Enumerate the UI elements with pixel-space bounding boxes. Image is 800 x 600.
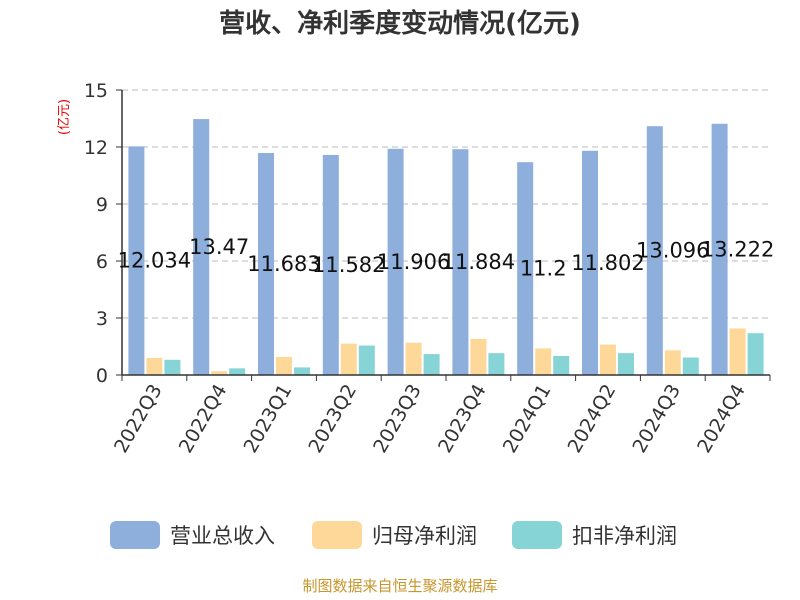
legend-label-0: 营业总收入 (170, 524, 275, 548)
bar-0 (193, 119, 210, 375)
data-label: 11.683 (247, 252, 320, 276)
bar-1 (470, 338, 487, 375)
bar-1 (600, 344, 616, 375)
y-tick-label: 6 (96, 251, 108, 273)
y-tick-label: 0 (96, 365, 108, 387)
bar-1 (211, 371, 228, 375)
legend-swatch-1 (312, 521, 362, 549)
data-label: 11.906 (377, 250, 450, 274)
x-tick-label: 2022Q4 (175, 381, 232, 457)
x-tick-label: 2023Q3 (369, 381, 426, 457)
y-tick-label: 12 (84, 137, 108, 159)
y-tick-label: 9 (96, 194, 108, 216)
x-tick-label: 2024Q1 (499, 381, 556, 457)
bar-2 (423, 354, 440, 375)
data-label: 11.802 (571, 251, 644, 275)
legend-label-1: 归母净利润 (372, 524, 477, 548)
bar-1 (276, 356, 292, 375)
y-tick-label: 15 (84, 80, 108, 102)
y-axis-label: (亿元) (57, 99, 72, 135)
bar-2 (358, 345, 375, 375)
bars (128, 119, 764, 376)
x-tick-label: 2024Q2 (564, 381, 621, 457)
data-label: 13.222 (701, 237, 774, 261)
x-tick-label: 2023Q4 (434, 381, 491, 457)
bar-0 (582, 150, 598, 375)
legend-label-2: 扣非净利润 (572, 524, 677, 548)
source-note: 制图数据来自恒生聚源数据库 (302, 577, 497, 595)
legend[interactable]: 营业总收入 归母净利润 扣非净利润 (110, 521, 677, 549)
x-axis-ticks: 2022Q3 2022Q4 2023Q1 2023Q2 2023Q3 2023Q4 2024… (110, 375, 771, 457)
data-label: 13.096 (636, 239, 709, 263)
data-label: 11.582 (312, 253, 385, 277)
grid-lines (122, 89, 770, 319)
bar-2 (294, 367, 310, 375)
bar-1 (729, 328, 746, 375)
data-label: 12.034 (118, 249, 191, 273)
x-tick-label: 2024Q4 (693, 381, 750, 457)
x-axis (121, 90, 770, 376)
x-tick-label: 2024Q3 (628, 381, 685, 457)
bar-1 (664, 350, 681, 375)
bar-2 (553, 356, 570, 375)
bar-1 (340, 343, 357, 375)
bar-2 (682, 357, 699, 375)
bar-2 (747, 333, 764, 375)
bar-0 (128, 146, 145, 375)
bar-1 (146, 357, 163, 375)
bar-1 (535, 348, 552, 375)
x-tick-label: 2023Q2 (304, 381, 361, 457)
bar-2 (229, 368, 246, 375)
data-label: 11.2 (520, 257, 567, 281)
chart-title: 营收、净利季度变动情况(亿元) (219, 8, 581, 39)
bar-0 (387, 148, 404, 375)
legend-swatch-2 (512, 521, 562, 549)
y-tick-label: 3 (96, 308, 108, 330)
bar-0 (646, 126, 663, 376)
data-label: 11.884 (442, 250, 515, 274)
x-tick-label: 2022Q3 (110, 381, 167, 457)
bar-2 (618, 353, 634, 375)
bar-0 (258, 153, 274, 375)
y-axis-ticks: 0 3 6 9 12 15 (84, 80, 122, 387)
bar-2 (488, 353, 505, 375)
legend-swatch-0 (110, 521, 160, 549)
bar-0 (711, 123, 728, 375)
bar-0 (322, 154, 339, 375)
bar-2 (164, 359, 181, 375)
x-tick-label: 2023Q1 (240, 381, 297, 457)
data-label: 13.47 (189, 235, 249, 259)
bar-1 (405, 342, 422, 375)
bar-0 (517, 162, 534, 375)
bar-0 (452, 149, 469, 375)
